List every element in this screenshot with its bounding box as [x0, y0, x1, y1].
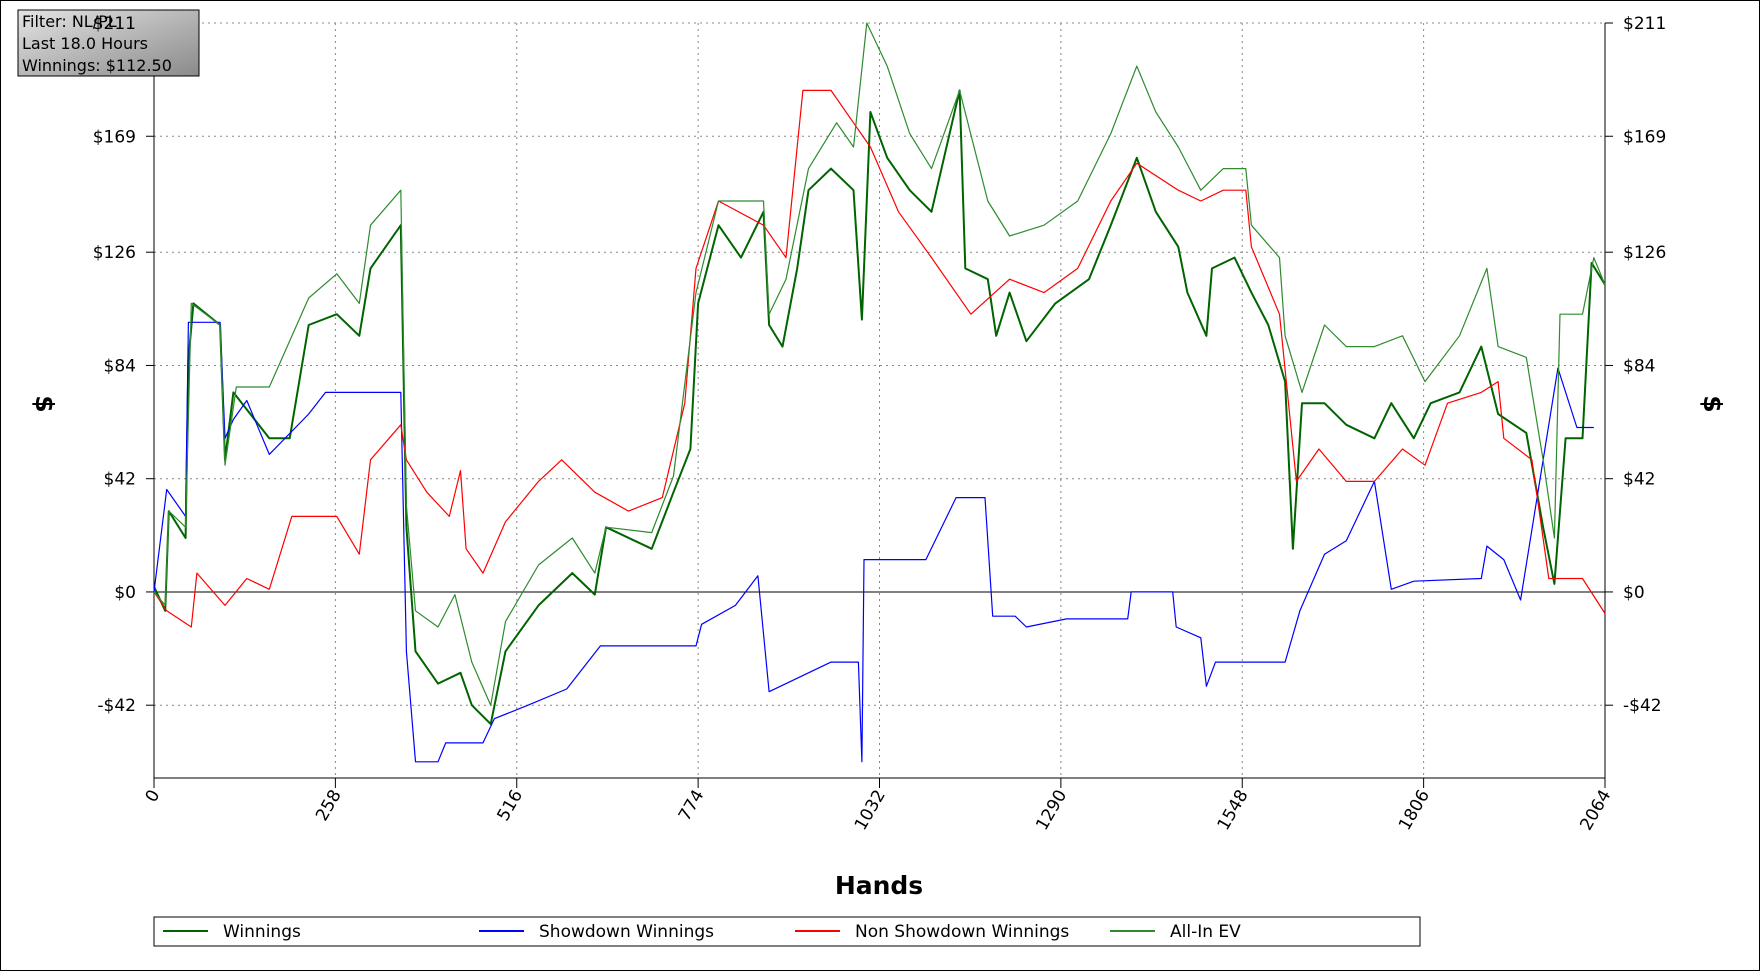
y-axis-label: $ [30, 395, 59, 412]
y2-tick-label: -$42 [1623, 696, 1662, 716]
annotation: Winnings: $112.50 [22, 56, 172, 75]
y-tick-label: $126 [93, 243, 136, 263]
legend-label: Non Showdown Winnings [855, 922, 1069, 942]
filter-box [17, 9, 200, 77]
x-axis-label: Hands [835, 871, 923, 900]
y2-tick-label: $42 [1623, 470, 1655, 490]
y2-tick-label: $0 [1623, 583, 1645, 603]
annotation: Filter: NL/PL [22, 12, 117, 31]
legend-label: Winnings [223, 922, 301, 942]
series-line [153, 89, 1606, 628]
y2-tick-label: $84 [1623, 356, 1655, 376]
y-tick-label: -$42 [97, 696, 136, 716]
y-tick-label: $169 [93, 127, 136, 147]
y2-tick-label: $169 [1623, 127, 1666, 147]
legend-label: All-In EV [1170, 922, 1241, 942]
y2-axis-label: $ [1698, 395, 1727, 412]
y-tick-label: $84 [104, 356, 136, 376]
y2-tick-label: $126 [1623, 243, 1666, 263]
y2-tick-label: $211 [1623, 14, 1666, 34]
y-tick-label: $0 [114, 583, 136, 603]
y-tick-label: $211 [93, 14, 136, 34]
legend [153, 916, 1421, 947]
series-line [153, 321, 1594, 763]
series-line [153, 89, 1606, 726]
plot-area [146, 22, 1613, 788]
y-tick-label: $42 [104, 470, 136, 490]
annotation: Last 18.0 Hours [22, 34, 148, 53]
series-line [153, 22, 1606, 706]
legend-label: Showdown Winnings [539, 922, 714, 942]
